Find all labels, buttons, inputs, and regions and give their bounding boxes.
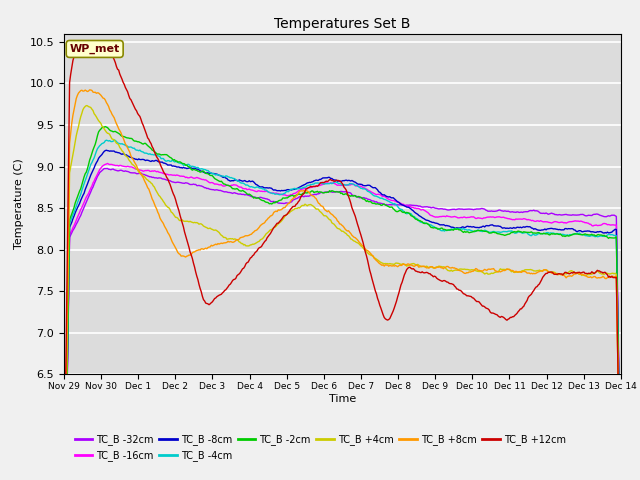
TC_B -4cm bbox=[362, 187, 370, 192]
TC_B +4cm bbox=[83, 103, 90, 108]
TC_B -4cm bbox=[326, 180, 333, 186]
Line: TC_B -32cm: TC_B -32cm bbox=[64, 168, 621, 480]
TC_B +8cm bbox=[86, 87, 93, 93]
TC_B +12cm bbox=[518, 306, 525, 312]
Legend: TC_B -32cm, TC_B -16cm, TC_B -8cm, TC_B -4cm, TC_B -2cm, TC_B +4cm, TC_B +8cm, T: TC_B -32cm, TC_B -16cm, TC_B -8cm, TC_B … bbox=[70, 431, 570, 465]
Line: TC_B -16cm: TC_B -16cm bbox=[64, 163, 621, 480]
TC_B +8cm bbox=[518, 269, 525, 275]
TC_B -32cm bbox=[104, 166, 111, 171]
TC_B -8cm bbox=[329, 177, 337, 182]
X-axis label: Time: Time bbox=[329, 394, 356, 404]
TC_B -16cm bbox=[518, 216, 525, 222]
TC_B +4cm bbox=[605, 271, 612, 276]
TC_B -16cm bbox=[104, 160, 111, 166]
TC_B -4cm bbox=[393, 202, 401, 208]
TC_B -2cm bbox=[393, 209, 401, 215]
Line: TC_B +4cm: TC_B +4cm bbox=[64, 106, 621, 480]
Line: TC_B -2cm: TC_B -2cm bbox=[64, 127, 621, 480]
TC_B -8cm bbox=[362, 183, 370, 189]
TC_B -32cm bbox=[605, 213, 612, 219]
TC_B -4cm bbox=[329, 180, 337, 186]
TC_B -8cm bbox=[102, 147, 110, 153]
TC_B -8cm bbox=[393, 198, 401, 204]
TC_B +4cm bbox=[362, 249, 370, 255]
TC_B +12cm bbox=[99, 41, 107, 47]
TC_B +12cm bbox=[393, 298, 401, 304]
Title: Temperatures Set B: Temperatures Set B bbox=[274, 17, 411, 31]
TC_B +4cm bbox=[393, 260, 401, 266]
TC_B +12cm bbox=[362, 252, 370, 258]
TC_B +12cm bbox=[329, 178, 337, 183]
Line: TC_B -8cm: TC_B -8cm bbox=[64, 150, 621, 480]
Line: TC_B +12cm: TC_B +12cm bbox=[64, 44, 621, 480]
TC_B +8cm bbox=[329, 212, 337, 218]
TC_B -32cm bbox=[329, 190, 337, 195]
TC_B +4cm bbox=[518, 268, 525, 274]
TC_B -2cm bbox=[102, 124, 109, 130]
TC_B +8cm bbox=[326, 209, 333, 215]
Text: WP_met: WP_met bbox=[70, 44, 120, 54]
TC_B -2cm bbox=[326, 188, 333, 193]
TC_B -8cm bbox=[326, 175, 333, 180]
TC_B -8cm bbox=[518, 225, 525, 230]
TC_B -32cm bbox=[326, 189, 333, 194]
TC_B -16cm bbox=[329, 180, 337, 186]
TC_B -4cm bbox=[110, 137, 118, 143]
TC_B +12cm bbox=[326, 177, 333, 182]
TC_B +4cm bbox=[329, 221, 337, 227]
TC_B -4cm bbox=[605, 231, 612, 237]
TC_B +4cm bbox=[326, 217, 333, 223]
Line: TC_B +8cm: TC_B +8cm bbox=[64, 90, 621, 480]
Line: TC_B -4cm: TC_B -4cm bbox=[64, 140, 621, 480]
TC_B +8cm bbox=[605, 275, 612, 280]
TC_B -32cm bbox=[393, 202, 401, 207]
TC_B -2cm bbox=[518, 229, 525, 235]
TC_B -32cm bbox=[362, 195, 370, 201]
TC_B +12cm bbox=[605, 274, 612, 280]
TC_B -2cm bbox=[605, 236, 612, 241]
TC_B +8cm bbox=[393, 263, 401, 269]
TC_B -16cm bbox=[605, 222, 612, 228]
TC_B -16cm bbox=[393, 199, 401, 205]
TC_B +8cm bbox=[362, 247, 370, 253]
TC_B -4cm bbox=[518, 230, 525, 236]
TC_B -32cm bbox=[518, 209, 525, 215]
TC_B -2cm bbox=[362, 199, 370, 204]
TC_B -2cm bbox=[329, 188, 337, 194]
TC_B -8cm bbox=[605, 230, 612, 236]
TC_B -16cm bbox=[362, 186, 370, 192]
TC_B -16cm bbox=[326, 180, 333, 186]
Y-axis label: Temperature (C): Temperature (C) bbox=[14, 158, 24, 250]
